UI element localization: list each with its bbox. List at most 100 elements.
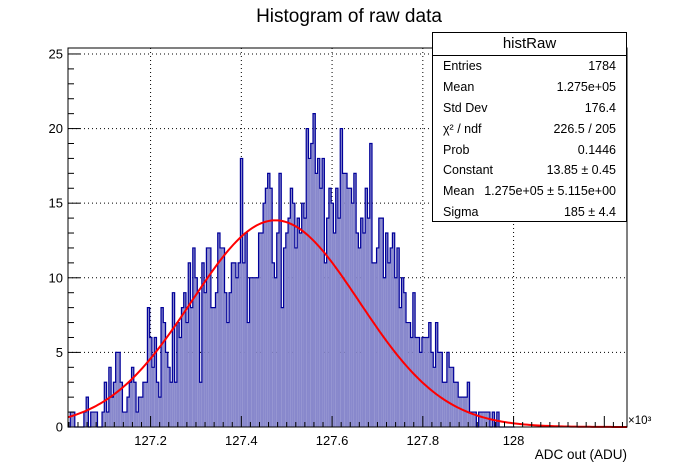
stats-value: 1.275e+05 ± 5.115e+00 (484, 184, 616, 199)
histogram-bin (217, 233, 221, 427)
y-tick-label: 25 (49, 46, 63, 61)
histogram-bin (444, 382, 447, 427)
histogram-bin (453, 382, 456, 427)
histogram-bin (446, 352, 450, 427)
histogram-bin (467, 382, 470, 427)
histogram-bin (483, 412, 486, 427)
stats-label: Entries (443, 59, 482, 73)
histogram-bin (181, 307, 184, 427)
histogram-bin (392, 233, 395, 427)
y-tick-label: 5 (56, 345, 63, 360)
histogram-bin (496, 412, 500, 427)
histogram-bin (460, 397, 463, 427)
stats-row: Prob 0.1446 (433, 140, 626, 161)
histogram-bin (433, 367, 436, 427)
histogram-bin (335, 188, 338, 427)
histogram-bin (288, 218, 291, 427)
x-axis-label: ADC out (ADU) (535, 447, 627, 462)
histogram-bin (149, 337, 152, 427)
chart-title: Histogram of raw data (256, 6, 442, 27)
histogram-bin (124, 412, 127, 427)
histogram-bin (151, 367, 155, 427)
histogram-bin (133, 382, 137, 427)
histogram-bin (401, 277, 404, 427)
histogram-bin (353, 173, 357, 427)
histogram-bin (474, 412, 477, 427)
histogram-bin (86, 397, 89, 427)
histogram-bin (449, 367, 452, 427)
stats-label: Constant (443, 163, 494, 178)
histogram-bin (374, 262, 377, 427)
histogram-bin (111, 397, 114, 427)
histogram-bin (167, 367, 171, 427)
histogram-bin (276, 233, 279, 427)
histogram-bin (199, 382, 202, 427)
histogram-bin (258, 233, 261, 427)
histogram-bin (165, 352, 168, 427)
histogram-bin (458, 397, 461, 427)
histogram-bin (440, 352, 443, 427)
histogram-bin (226, 322, 230, 427)
histogram-bin (415, 337, 418, 427)
histogram-bin (72, 412, 75, 427)
stats-value: 0.1446 (577, 142, 616, 157)
histogram-bin (308, 158, 311, 427)
histogram-bin (147, 307, 150, 427)
histogram-bin (365, 188, 368, 427)
histogram-bin (272, 262, 275, 427)
histogram-bin (369, 143, 373, 427)
stats-row: χ² / ndf 226.5 / 205 (433, 119, 626, 140)
histogram-bin (406, 322, 409, 427)
histogram-bin (229, 292, 232, 427)
histogram-bin (306, 128, 309, 427)
stats-row: Mean 1.275e+05 ± 5.115e+00 (433, 181, 626, 202)
y-tick-label: 0 (56, 420, 63, 435)
histogram-bin (331, 203, 334, 427)
histogram-bin (170, 382, 173, 427)
histogram-bin (437, 352, 441, 427)
histogram-bin (95, 412, 98, 427)
histogram-bin (201, 262, 205, 427)
histogram-bin (471, 412, 475, 427)
histogram-bin (315, 173, 318, 427)
histogram-bin (478, 412, 481, 427)
stats-label: Mean (443, 79, 475, 94)
histogram-bin (381, 218, 384, 427)
histogram-bin (249, 277, 252, 427)
histogram-bin (455, 382, 459, 427)
stats-label: χ² / ndf (443, 121, 482, 136)
histogram-bin (313, 113, 316, 428)
histogram-bin (190, 307, 193, 427)
histogram-bin (176, 322, 180, 427)
x-axis: 127.2 127.4 127.6 127.8 128 (68, 416, 623, 448)
histogram-bin (274, 277, 277, 427)
y-tick-label: 20 (49, 121, 63, 136)
histogram-bin (328, 188, 332, 427)
stats-title: histRaw (433, 33, 626, 56)
histogram-bin (90, 412, 93, 427)
histogram-bin (104, 382, 107, 427)
histogram-bin (340, 128, 343, 427)
histogram-bin (435, 322, 438, 427)
histogram-bin (372, 262, 375, 427)
histogram-bin (163, 322, 166, 427)
histogram-bin (278, 173, 282, 427)
histogram-bin (319, 188, 323, 427)
histogram-bin (158, 397, 162, 427)
histogram-bin (142, 382, 146, 427)
histogram-bin (213, 307, 216, 427)
histogram-bin (349, 188, 352, 427)
histogram-bin (451, 367, 454, 427)
histogram-bin (322, 158, 325, 427)
histogram-bin (347, 188, 350, 427)
histogram-bin (390, 247, 393, 427)
histogram-bin (106, 412, 109, 427)
histogram-bin (256, 277, 259, 427)
histogram-bin (174, 382, 177, 427)
y-tick-label: 10 (49, 270, 63, 285)
gaussian-fit-curve (67, 219, 628, 428)
histogram-bin (342, 173, 345, 427)
histogram-bin (417, 337, 420, 427)
histogram-bin (156, 382, 159, 427)
histogram-bin (399, 307, 402, 427)
